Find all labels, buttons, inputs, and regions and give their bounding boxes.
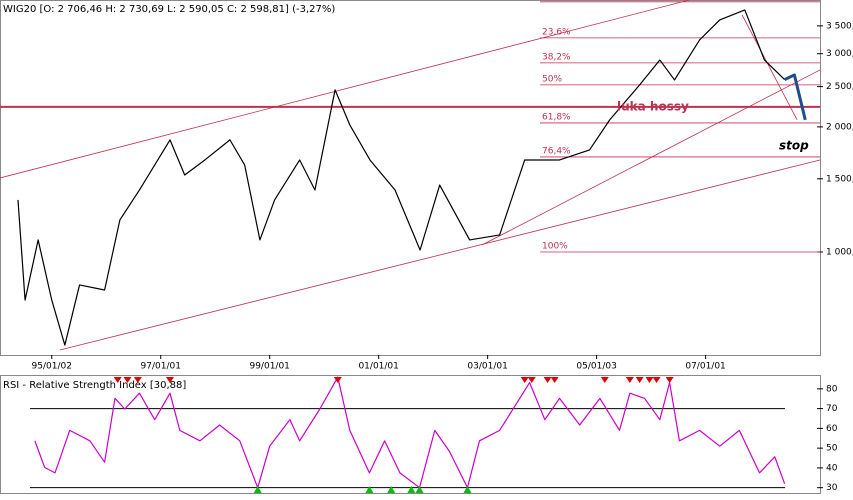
- fib-label: 61,8%: [542, 112, 571, 122]
- oversold-signal: [365, 486, 374, 493]
- oversold-signal: [253, 486, 262, 493]
- trend-line: [0, 0, 690, 179]
- x-tick-label: 97/01/01: [141, 362, 181, 372]
- series-line: [783, 73, 807, 121]
- overbought-signal: [543, 377, 552, 383]
- trend-line: [741, 14, 798, 121]
- x-tick-label: 95/01/02: [32, 362, 72, 372]
- overbought-signal: [652, 377, 661, 383]
- chart-title: RSI - Relative Strength Index [30,88]: [3, 380, 186, 391]
- overbought-signal: [645, 377, 654, 383]
- y-tick-label: 70: [826, 404, 838, 414]
- overbought-signal: [550, 377, 559, 383]
- overbought-signal: [600, 377, 609, 383]
- annotation: luka hossy: [617, 100, 689, 114]
- y-tick-label: 1 500,00: [826, 174, 853, 184]
- fib-label: 76,4%: [542, 146, 571, 156]
- oversold-signal: [415, 486, 424, 493]
- x-tick-label: 01/01/01: [358, 362, 398, 372]
- overbought-signal: [665, 377, 674, 383]
- y-tick-label: 1 000,00: [826, 247, 853, 257]
- overbought-signal: [333, 377, 342, 383]
- y-tick-label: 3 000,00: [826, 49, 853, 59]
- oversold-signal: [407, 486, 416, 493]
- overbought-signal: [625, 377, 634, 383]
- x-tick-label: 99/01/01: [249, 362, 289, 372]
- y-tick-label: 2 500,00: [826, 82, 853, 92]
- trend-line: [482, 69, 821, 246]
- overbought-signal: [635, 377, 644, 383]
- overbought-signal: [113, 377, 122, 383]
- overbought-signal: [527, 377, 536, 383]
- overbought-signal: [123, 377, 132, 383]
- fib-label: 100%: [542, 241, 568, 251]
- annotation: stop: [779, 139, 809, 153]
- chart-title: WIG20 [O: 2 706,46 H: 2 730,69 L: 2 590,…: [3, 4, 335, 15]
- x-tick-label: 03/01/01: [467, 362, 507, 372]
- trend-line: [59, 159, 821, 351]
- fib-label: 0%: [542, 0, 557, 1]
- fib-label: 23,6%: [542, 27, 571, 37]
- overbought-signal: [133, 377, 142, 383]
- series-line: [17, 9, 786, 346]
- y-tick-label: 3 500,00: [826, 21, 853, 31]
- x-tick-label: 05/01/03: [576, 362, 616, 372]
- y-tick-label: 40: [826, 463, 838, 473]
- y-tick-label: 30: [826, 483, 838, 493]
- y-tick-label: 2 000,00: [826, 122, 853, 132]
- oversold-signal: [463, 486, 472, 493]
- rsi-panel: [0, 375, 821, 494]
- series-line: [34, 376, 786, 489]
- fib-label: 50%: [542, 74, 562, 84]
- y-tick-label: 80: [826, 384, 838, 394]
- overbought-signal: [520, 377, 529, 383]
- overbought-signal: [165, 377, 174, 383]
- y-tick-label: 50: [826, 444, 838, 454]
- x-tick-label: 07/01/01: [685, 362, 725, 372]
- fib-label: 38,2%: [542, 52, 571, 62]
- oversold-signal: [387, 486, 396, 493]
- y-tick-label: 60: [826, 424, 838, 434]
